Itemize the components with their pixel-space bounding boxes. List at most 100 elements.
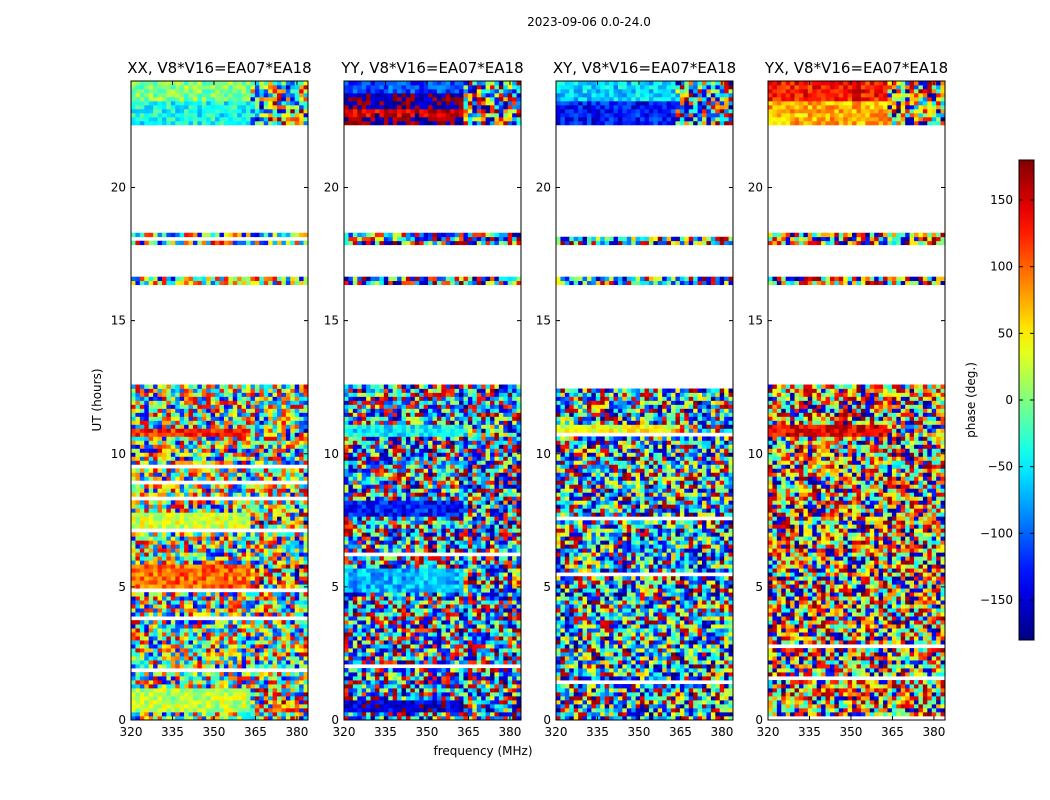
heatmap-cell [299, 544, 304, 549]
heatmap-cell [303, 476, 309, 481]
heatmap-cell [201, 688, 207, 693]
heatmap-cell [201, 564, 207, 569]
heatmap-cell [250, 512, 256, 517]
heatmap-cell [197, 544, 203, 549]
heatmap-cell [397, 688, 402, 693]
heatmap-cell [476, 640, 482, 645]
heatmap-cell [259, 512, 265, 517]
heatmap-cell [215, 476, 220, 481]
heatmap-cell [148, 240, 154, 246]
heatmap-cell [423, 668, 429, 673]
heatmap-cell [184, 492, 189, 497]
heatmap-cell [170, 556, 176, 561]
heatmap-cell [445, 612, 451, 617]
heatmap-cell [507, 708, 513, 713]
heatmap-cell [246, 96, 251, 102]
heatmap-cell [170, 384, 176, 389]
heatmap-cell [157, 424, 163, 429]
heatmap-cell [450, 592, 455, 597]
heatmap-cell [344, 644, 349, 649]
heatmap-cell [441, 636, 447, 641]
heatmap-cell [139, 520, 145, 525]
heatmap-cell [157, 396, 163, 401]
heatmap-cell [135, 604, 141, 609]
heatmap-cell [148, 476, 154, 481]
heatmap-cell [179, 600, 185, 605]
heatmap-cell [139, 712, 145, 717]
heatmap-cell [179, 120, 185, 126]
heatmap-cell [285, 576, 291, 581]
heatmap-cell [294, 476, 300, 481]
heatmap-cell [144, 512, 150, 517]
heatmap-cell [157, 672, 163, 677]
heatmap-cell [281, 476, 287, 481]
heatmap-cell [463, 668, 469, 673]
heatmap-cell [215, 608, 220, 613]
heatmap-cell [237, 676, 242, 681]
heatmap-cell [507, 688, 513, 693]
heatmap-cell [299, 84, 304, 90]
heatmap-cell [197, 81, 203, 86]
heatmap-cell [485, 684, 491, 689]
heatmap-cell [303, 396, 309, 401]
heatmap-cell [299, 88, 304, 94]
heatmap-cell [277, 404, 282, 409]
heatmap-cell [503, 688, 509, 693]
heatmap-cell [450, 616, 455, 621]
heatmap-cell [166, 536, 172, 541]
heatmap-cell [303, 660, 309, 665]
heatmap-cell [228, 408, 234, 413]
heatmap-cell [166, 716, 172, 721]
heatmap-cell [170, 576, 176, 581]
heatmap-cell [197, 560, 203, 565]
heatmap-cell [131, 460, 136, 465]
heatmap-cell [290, 484, 296, 489]
heatmap-cell [250, 552, 256, 557]
heatmap-cell [281, 664, 287, 669]
heatmap-cell [161, 484, 167, 489]
heatmap-cell [148, 424, 154, 429]
heatmap-cell [294, 120, 300, 126]
heatmap-cell [210, 412, 216, 417]
heatmap-cell [263, 484, 269, 489]
heatmap-cell [277, 568, 282, 573]
heatmap-cell [197, 684, 203, 689]
heatmap-cell [428, 708, 433, 713]
heatmap-cell [259, 240, 265, 246]
heatmap-cell [170, 568, 176, 573]
heatmap-cell [352, 656, 358, 661]
heatmap-cell [268, 240, 273, 246]
heatmap-cell [481, 688, 486, 693]
heatmap-cell [277, 84, 282, 90]
heatmap-cell [263, 116, 269, 122]
heatmap-cell [445, 596, 451, 601]
heatmap-cell [374, 616, 380, 621]
heatmap-cell [401, 660, 407, 665]
heatmap-cell [290, 652, 296, 657]
heatmap-cell [268, 648, 273, 653]
heatmap-cell [157, 96, 163, 102]
heatmap-cell [192, 428, 198, 433]
heatmap-cell [259, 276, 265, 282]
heatmap-cell [454, 588, 460, 593]
heatmap-cell [166, 636, 172, 641]
heatmap-cell [223, 580, 229, 585]
heatmap-cell [361, 636, 367, 641]
heatmap-cell [237, 568, 242, 573]
heatmap-cell [215, 108, 220, 114]
heatmap-cell [131, 384, 136, 389]
heatmap-cell [139, 576, 145, 581]
heatmap-cell [232, 608, 238, 613]
heatmap-cell [184, 520, 189, 525]
heatmap-cell [268, 448, 273, 453]
heatmap-cell [281, 112, 287, 118]
heatmap-cell [179, 700, 185, 705]
heatmap-cell [237, 648, 242, 653]
heatmap-cell [250, 596, 256, 601]
heatmap-cell [272, 384, 278, 389]
heatmap-cell [139, 708, 145, 713]
heatmap-cell [405, 680, 411, 685]
heatmap-cell [344, 600, 349, 605]
heatmap-cell [397, 616, 402, 621]
heatmap-cell [131, 408, 136, 413]
